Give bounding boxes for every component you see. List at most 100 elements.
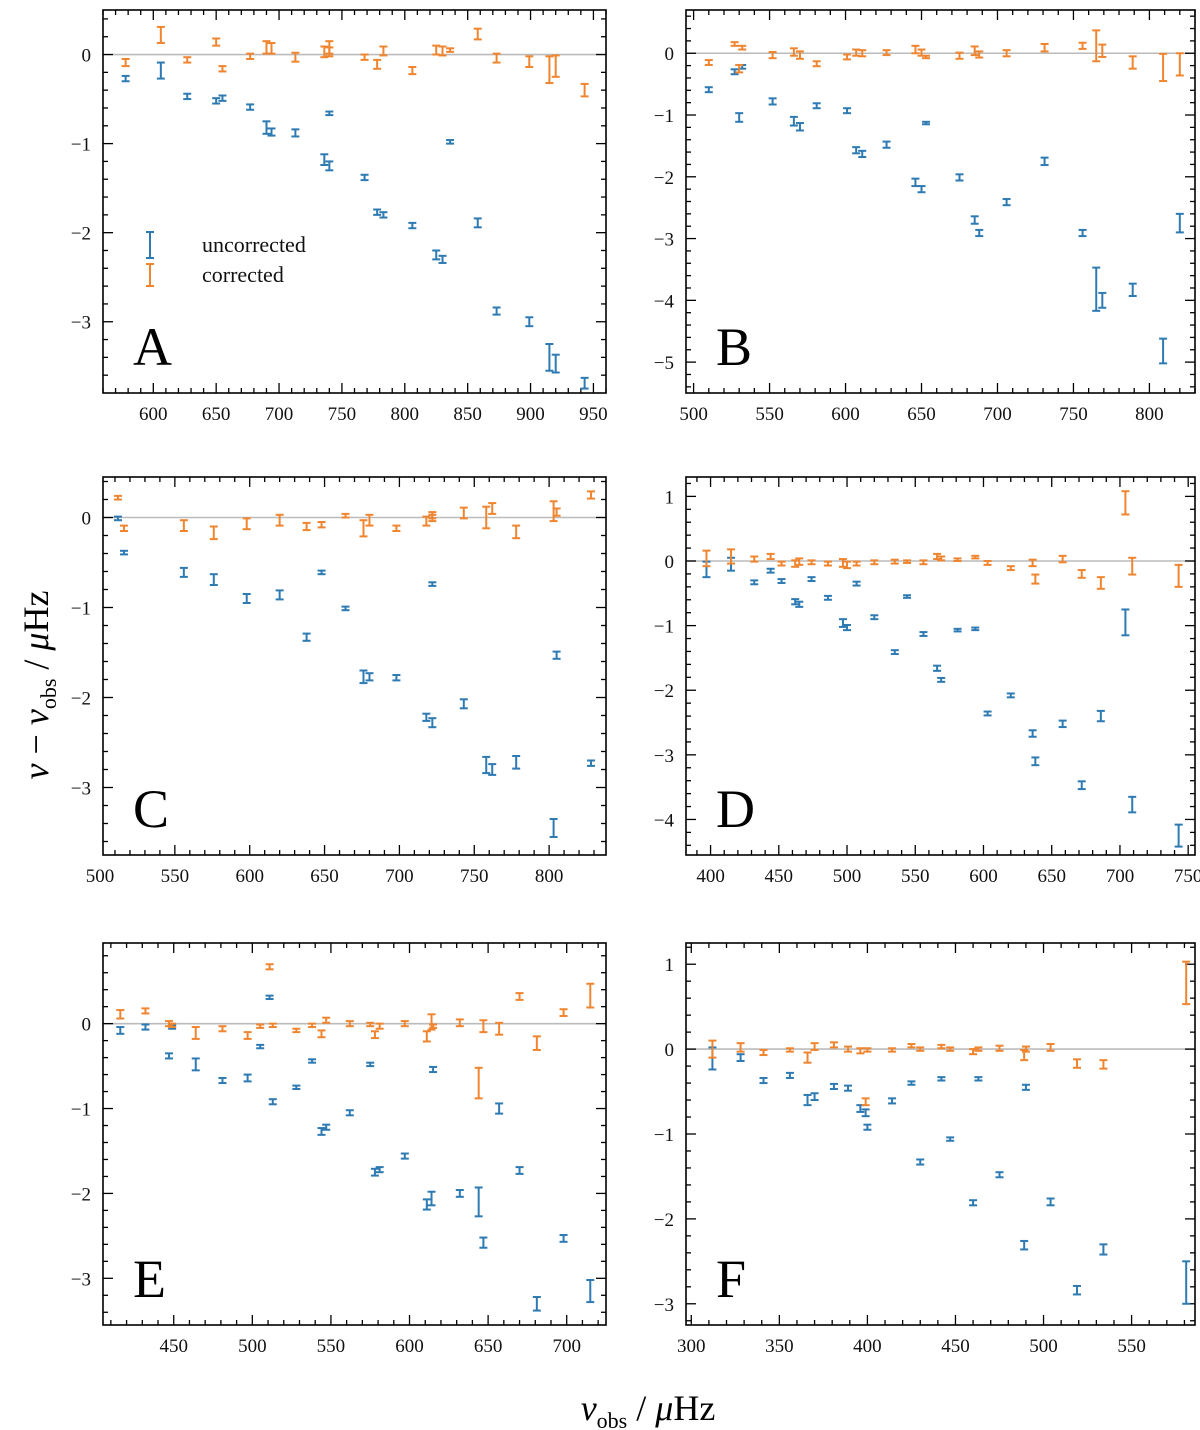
error-bar-point (791, 559, 800, 568)
error-bar-point (916, 1158, 925, 1166)
error-bar-point (141, 1023, 150, 1031)
error-bar-point (1182, 960, 1191, 1006)
error-bar-point (532, 1295, 541, 1312)
error-bar-point (1072, 1058, 1081, 1069)
error-bar-point (446, 47, 455, 53)
error-bar-point (777, 560, 786, 567)
series-uncorrected (116, 994, 595, 1312)
error-bar-point (1175, 52, 1184, 77)
error-bar-point (545, 343, 554, 372)
x-tick-label: 700 (1106, 866, 1135, 887)
y-tick-label: 0 (82, 46, 92, 67)
error-bar-point (795, 557, 804, 566)
error-bar-point (768, 97, 777, 106)
error-bar-point (365, 513, 374, 527)
panel-label: E (133, 1249, 166, 1309)
error-bar-point (791, 598, 800, 606)
x-tick-label: 750 (460, 866, 489, 887)
error-bar-point (704, 59, 713, 66)
error-bar-point (807, 559, 816, 566)
error-bar-point (1121, 608, 1130, 637)
error-bar-point (1040, 42, 1049, 53)
error-bar-point (317, 1029, 326, 1039)
error-bar-point (265, 994, 274, 1001)
y-tick-label: −1 (654, 1125, 674, 1146)
error-bar-point (1175, 212, 1184, 234)
error-bar-point (702, 549, 711, 568)
y-axis-title: ν − νobs / μHz (16, 591, 61, 780)
error-bar-point (955, 51, 964, 60)
error-bar-point (345, 1109, 354, 1117)
error-bar-point (265, 963, 274, 971)
error-bar-point (795, 122, 804, 132)
error-bar-point (727, 548, 736, 565)
error-bar-point (532, 1035, 541, 1051)
error-bar-point (212, 37, 221, 47)
error-bar-point (267, 127, 276, 137)
error-bar-point (156, 61, 165, 80)
error-bar-point (823, 560, 832, 567)
x-tick-label: 700 (385, 866, 414, 887)
error-bar-point (735, 112, 744, 123)
error-bar-point (552, 650, 561, 660)
panel-e: 450 500 550 600 650 700 0 −1 −2 −3 E (71, 942, 607, 1357)
error-bar-point (843, 53, 852, 61)
series-uncorrected (708, 1046, 1191, 1305)
error-bar-point (179, 519, 188, 532)
error-bar-point (1072, 1284, 1081, 1296)
error-bar-point (1006, 692, 1015, 699)
error-bar-point (515, 1166, 524, 1175)
error-bar-point (459, 698, 468, 710)
error-bar-point (919, 559, 928, 566)
error-bar-point (1021, 1083, 1030, 1091)
error-bar-point (1092, 29, 1101, 63)
error-bar-point (844, 1045, 853, 1053)
error-bar-point (375, 1166, 384, 1174)
error-bar-point (1098, 291, 1107, 309)
x-tick-label: 700 (552, 1336, 581, 1357)
error-bar-point (1128, 282, 1137, 298)
y-tick-label: 0 (665, 1040, 675, 1061)
x-tick-label: 450 (159, 1336, 188, 1357)
error-bar-point (400, 1152, 409, 1160)
error-bar-point (218, 94, 227, 102)
error-bar-point (907, 1080, 916, 1086)
error-bar-point (268, 1022, 277, 1029)
error-bar-point (1159, 52, 1168, 83)
error-bar-point (549, 818, 558, 838)
error-bar-point (1128, 556, 1137, 576)
error-bar-point (515, 992, 524, 1001)
error-bar-point (551, 54, 560, 78)
error-bar-point (168, 1022, 177, 1029)
error-bar-point (183, 92, 192, 101)
error-bar-point (482, 755, 491, 775)
panel-f: 300 350 400 450 500 550 1 0 −1 −2 −3 F (654, 942, 1196, 1357)
error-bar-point (473, 27, 482, 41)
panel-label: F (716, 1249, 746, 1309)
y-tick-label: −3 (71, 779, 91, 800)
error-bar-point (829, 1082, 838, 1091)
error-bar-point (359, 519, 368, 538)
error-bar-point (810, 1092, 819, 1102)
error-bar-point (708, 1039, 717, 1059)
error-bar-point (863, 1123, 872, 1131)
error-bar-point (325, 46, 334, 58)
error-bar-point (243, 1073, 252, 1083)
error-bar-point (1128, 55, 1137, 70)
y-tick-label: −2 (654, 1210, 674, 1231)
legend-item-corrected: corrected (146, 262, 284, 287)
error-bar-point (580, 82, 589, 98)
x-tick-label: 600 (969, 866, 998, 887)
error-bar-point (165, 1052, 174, 1060)
error-bar-point (492, 52, 501, 64)
y-tick-label: −2 (654, 681, 674, 702)
error-bar-point (704, 86, 713, 94)
y-tick-label: −1 (71, 599, 91, 620)
error-bar-point (267, 41, 276, 55)
error-bar-point (1174, 563, 1183, 588)
error-bar-point (246, 103, 255, 111)
error-bar-point (113, 515, 122, 522)
error-bar-point (736, 1053, 745, 1062)
error-bar-point (995, 1171, 1004, 1179)
error-bar-point (803, 1051, 812, 1064)
